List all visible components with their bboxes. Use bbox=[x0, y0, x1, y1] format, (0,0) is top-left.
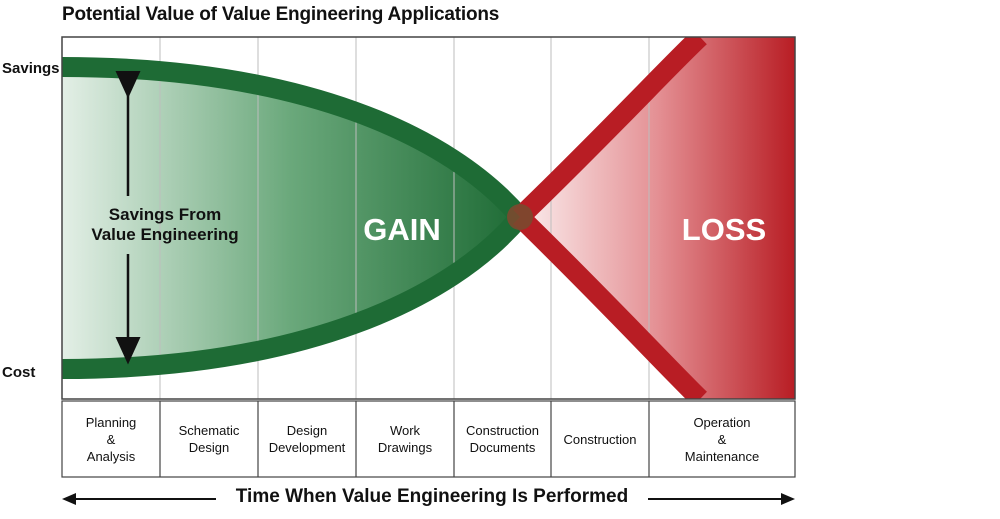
gain-label: GAIN bbox=[363, 212, 441, 247]
savings-curve bbox=[62, 57, 528, 224]
savings-annotation-line1: Savings From bbox=[109, 205, 221, 224]
phase-dividers bbox=[159, 401, 650, 477]
loss-upper-curve bbox=[513, 37, 707, 225]
crossover-point bbox=[507, 204, 533, 230]
phase-table bbox=[61, 400, 796, 478]
cost-curve bbox=[62, 210, 528, 379]
phase-operation-maintenance: Operation & Maintenance bbox=[684, 414, 760, 464]
y-label-savings: Savings bbox=[2, 60, 60, 77]
loss-label: LOSS bbox=[682, 212, 766, 247]
phase-design-development: Design Development bbox=[268, 423, 346, 455]
loss-region bbox=[520, 37, 795, 399]
diagram-title: Potential Value of Value Engineering App… bbox=[62, 4, 500, 25]
loss-lower-curve bbox=[513, 209, 707, 399]
phase-construction: Construction bbox=[563, 431, 637, 447]
phase-work-drawings: Work Drawings bbox=[377, 423, 433, 455]
y-label-cost: Cost bbox=[2, 364, 36, 381]
left-arrow-icon bbox=[62, 493, 216, 505]
right-arrow-icon bbox=[648, 493, 795, 505]
phase-schematic-design: Schematic Design bbox=[178, 423, 240, 455]
phase-planning-analysis: Planning & Analysis bbox=[85, 414, 137, 464]
plot-frame bbox=[61, 36, 796, 400]
phase-construction-documents: Construction Documents bbox=[466, 423, 539, 455]
x-axis-label: Time When Value Engineering Is Performed bbox=[235, 486, 629, 507]
savings-annotation-line2: Value Engineering bbox=[91, 225, 238, 244]
